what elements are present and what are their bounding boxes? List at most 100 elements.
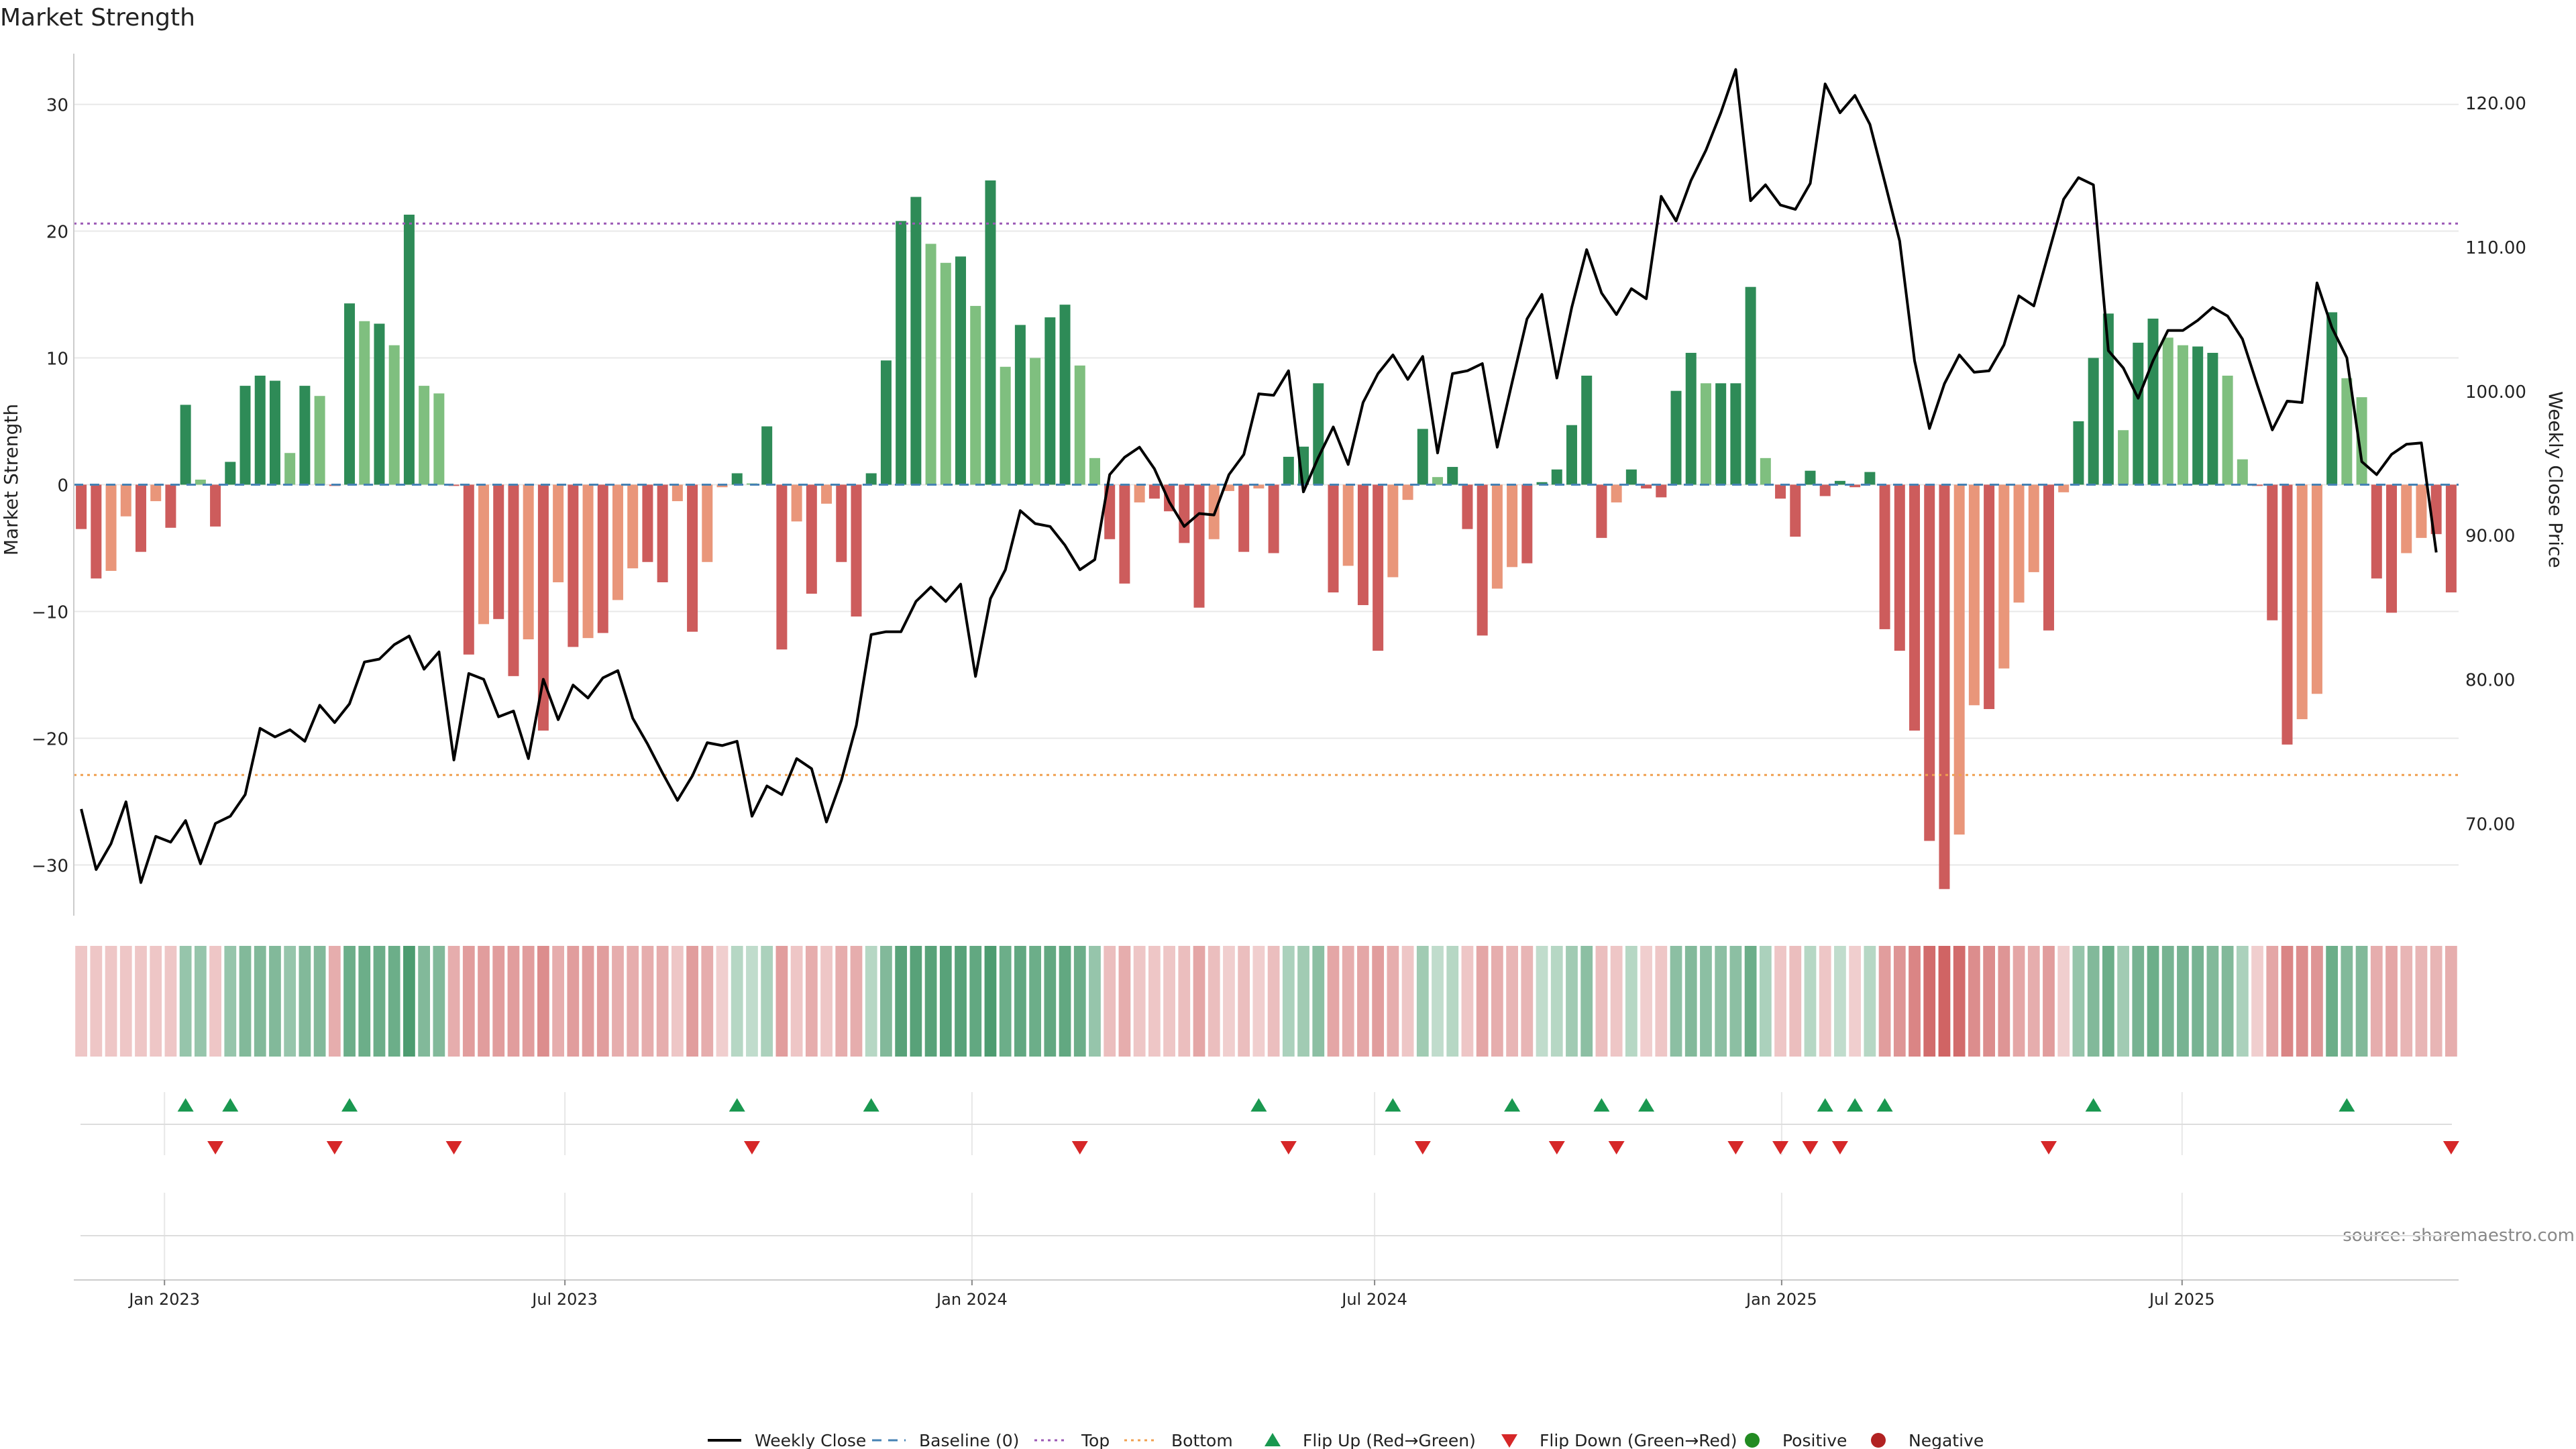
- color-band-cell: [1029, 946, 1041, 1057]
- strength-bar: [254, 375, 266, 485]
- flip-down-marker: [1772, 1141, 1789, 1155]
- color-band-cell: [2385, 946, 2398, 1057]
- y-right-tick-label: 90.00: [2465, 527, 2515, 547]
- color-band-cell: [2206, 946, 2219, 1057]
- color-band-cell: [2445, 946, 2457, 1057]
- color-band-cell: [1789, 946, 1802, 1057]
- strength-bar: [2088, 358, 2099, 485]
- strength-bar: [284, 453, 296, 485]
- strength-bar: [1104, 484, 1116, 539]
- color-band-cell: [1044, 946, 1057, 1057]
- color-band-cell: [164, 946, 177, 1057]
- color-band-cell: [2370, 946, 2383, 1057]
- flip-markers: [80, 1098, 2459, 1236]
- strength-bar: [344, 303, 356, 485]
- strength-bar: [2058, 484, 2070, 492]
- strength-bar: [2401, 484, 2412, 553]
- strength-bar: [239, 386, 251, 485]
- strength-bar: [761, 426, 773, 485]
- strength-bar: [1134, 484, 1145, 502]
- color-band-cell: [2251, 946, 2263, 1057]
- color-band-cell: [403, 946, 415, 1057]
- color-band-cell: [1461, 946, 1474, 1057]
- color-band-cell: [209, 946, 221, 1057]
- color-band-cell: [1834, 946, 1846, 1057]
- strength-bar: [1193, 484, 1205, 608]
- flip-up-marker: [177, 1098, 194, 1112]
- color-band-cell: [2012, 946, 2025, 1057]
- color-band-cell: [2311, 946, 2323, 1057]
- weekly-close-line: [80, 68, 2438, 884]
- color-band-cell: [2221, 946, 2234, 1057]
- strength-bar: [970, 306, 981, 485]
- strength-bar: [2207, 352, 2218, 485]
- color-band-cell: [865, 946, 877, 1057]
- strength-bar: [1879, 484, 1890, 629]
- color-band-cell: [1521, 946, 1534, 1057]
- strength-bar: [1373, 484, 1384, 651]
- flip-down-marker: [207, 1141, 224, 1155]
- strength-bar: [925, 244, 936, 485]
- strength-bar: [419, 386, 430, 485]
- strength-bar: [2282, 484, 2293, 745]
- color-band-cell: [910, 946, 922, 1057]
- strength-bar: [2222, 375, 2233, 485]
- strength-bar: [1313, 383, 1324, 485]
- legend-item: Flip Up (Red→Green): [1265, 1431, 1476, 1449]
- strength-bar: [120, 484, 131, 517]
- flip-up-marker: [729, 1098, 745, 1112]
- strength-bar: [2341, 378, 2353, 485]
- color-band-cell: [269, 946, 281, 1057]
- flip-up-marker: [1593, 1098, 1610, 1112]
- color-band-cell: [1625, 946, 1638, 1057]
- strength-bar: [508, 484, 519, 676]
- strength-bar: [2028, 484, 2039, 572]
- left-axis-label: Market Strength: [0, 404, 22, 555]
- strength-bar: [537, 484, 549, 731]
- color-band-cell: [1059, 946, 1071, 1057]
- color-band-cell: [1938, 946, 1951, 1057]
- color-band-cell: [1104, 946, 1116, 1057]
- flip-down-marker: [2040, 1141, 2057, 1155]
- color-band-cell: [2132, 946, 2145, 1057]
- strength-bar: [1089, 458, 1100, 485]
- strength-bar: [1030, 358, 1041, 485]
- color-band-cell: [1014, 946, 1026, 1057]
- color-band-cell: [671, 946, 684, 1057]
- color-band-cell: [880, 946, 892, 1057]
- color-band-cell: [1610, 946, 1623, 1057]
- legend-triangle-down-icon: [1501, 1434, 1517, 1448]
- legend-item: Flip Down (Green→Red): [1501, 1431, 1737, 1449]
- strength-bar: [1998, 484, 2010, 669]
- strength-bar: [448, 484, 460, 486]
- strength-bar: [1342, 484, 1354, 566]
- color-band-cell: [343, 946, 356, 1057]
- y-left-tick-label: 20: [46, 223, 68, 243]
- color-band-cell: [328, 946, 341, 1057]
- strength-bar: [1968, 484, 1980, 706]
- strength-bar: [2043, 484, 2054, 631]
- strength-bar: [568, 484, 579, 647]
- color-band-cell: [1416, 946, 1429, 1057]
- color-band-cell: [1968, 946, 1980, 1057]
- strength-bar: [1953, 484, 1965, 835]
- legend-label: Positive: [1782, 1431, 1847, 1449]
- flip-up-marker: [863, 1098, 879, 1112]
- color-band-cell: [2102, 946, 2114, 1057]
- color-band-cell: [1700, 946, 1712, 1057]
- y-left-tick-label: −10: [32, 602, 68, 623]
- strength-bar: [1074, 365, 1085, 485]
- color-band-cell: [90, 946, 103, 1057]
- strength-bar: [1328, 484, 1339, 593]
- strength-bar: [1819, 484, 1831, 496]
- color-band-cell: [686, 946, 698, 1057]
- strength-bar: [359, 321, 370, 485]
- strength-bar: [2311, 484, 2322, 694]
- strength-bar: [314, 396, 325, 485]
- color-band-cell: [1476, 946, 1489, 1057]
- strength-bar: [865, 473, 877, 485]
- flip-up-marker: [1876, 1098, 1893, 1112]
- color-band-cell: [969, 946, 982, 1057]
- y-left-tick-label: 0: [57, 476, 68, 496]
- y-right-tick-label: 70.00: [2465, 814, 2515, 835]
